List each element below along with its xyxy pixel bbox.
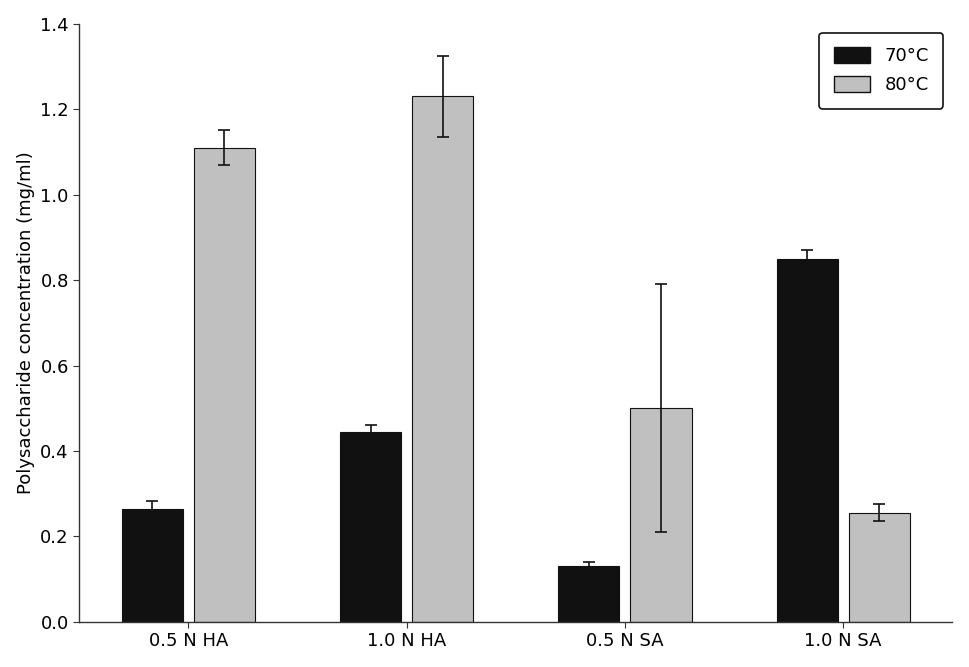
Y-axis label: Polysaccharide concentration (mg/ml): Polysaccharide concentration (mg/ml) bbox=[16, 151, 35, 494]
Bar bbox=[849, 513, 910, 622]
Bar bbox=[194, 147, 255, 622]
Bar bbox=[340, 432, 401, 622]
Bar bbox=[558, 566, 619, 622]
Bar bbox=[776, 259, 838, 622]
Legend: 70°C, 80°C: 70°C, 80°C bbox=[820, 33, 943, 109]
Bar bbox=[412, 96, 473, 622]
Bar bbox=[631, 408, 692, 622]
Bar bbox=[122, 509, 183, 622]
